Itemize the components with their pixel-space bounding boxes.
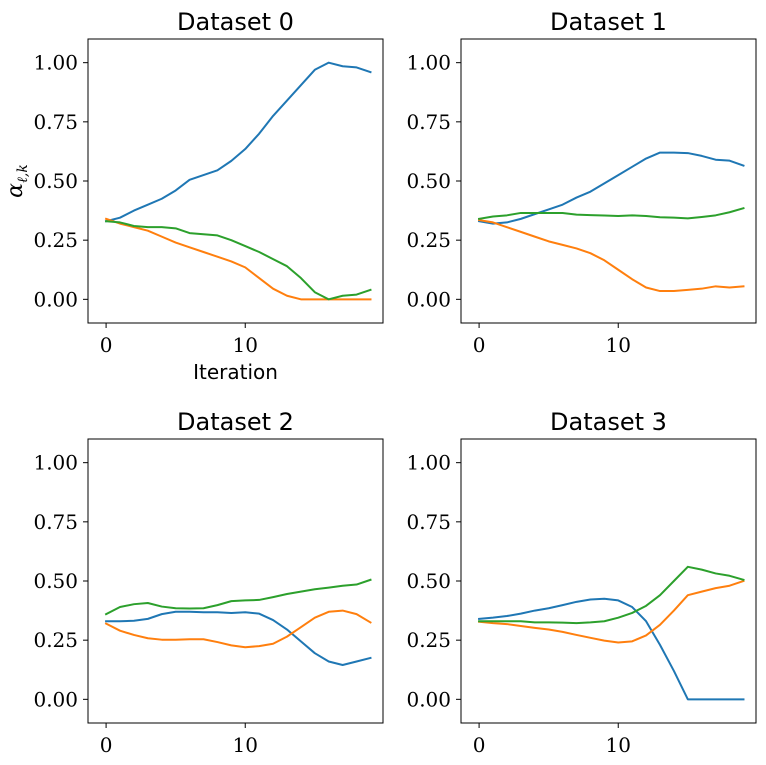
series-line-1 xyxy=(104,609,372,649)
y-tick-label: 0.50 xyxy=(406,569,451,593)
subplot-1: 0.00 0.25 0.50 0.75 1.00 0 10 Dataset 1 xyxy=(406,8,757,357)
y-axis-label: αℓ,k xyxy=(3,164,31,198)
x-tick-label: 0 xyxy=(473,733,486,757)
y-tick-label: 0.50 xyxy=(33,169,78,193)
chart-title: Dataset 0 xyxy=(177,8,294,36)
y-tick-label: 0.50 xyxy=(406,169,451,193)
y-tick-label: 0.25 xyxy=(33,228,78,252)
y-tick-label: 0.25 xyxy=(406,628,451,652)
series-line-2 xyxy=(478,565,745,625)
y-tick-label: 0.75 xyxy=(406,510,451,534)
y-tick-label: 0.00 xyxy=(406,287,451,311)
series-line-0 xyxy=(478,597,745,701)
y-tick-label: 1.00 xyxy=(406,451,451,475)
y-tick-label: 0.25 xyxy=(406,228,451,252)
series-line-2 xyxy=(105,220,372,301)
y-tick-label: 0.75 xyxy=(33,510,78,534)
y-tick-label: 0.50 xyxy=(33,569,78,593)
x-tick-label: 10 xyxy=(606,733,631,757)
y-tick-label: 0.75 xyxy=(406,110,451,134)
chart-title: Dataset 1 xyxy=(550,8,667,36)
y-tick-label: 0.00 xyxy=(406,687,451,711)
series-line-0 xyxy=(477,151,745,225)
panels: 0.00 0.25 0.50 0.75 1.00 0 10 Dataset 0 Iteratio… xyxy=(3,8,757,757)
x-tick-label: 10 xyxy=(606,333,631,357)
chart-title: Dataset 3 xyxy=(550,408,667,436)
y-tick-label: 0.00 xyxy=(33,287,78,311)
y-tick-label: 1.00 xyxy=(33,451,78,475)
x-tick-label: 0 xyxy=(473,333,486,357)
x-tick-label: 0 xyxy=(100,333,113,357)
subplot-2: 0.00 0.25 0.50 0.75 1.00 0 10 Dataset 2 xyxy=(33,408,384,757)
x-axis-label: Iteration xyxy=(193,360,278,384)
series-line-2 xyxy=(104,578,372,616)
y-tick-label: 0.75 xyxy=(33,110,78,134)
chart-title: Dataset 2 xyxy=(177,408,294,436)
series-line-0 xyxy=(105,610,372,667)
subplot-0: 0.00 0.25 0.50 0.75 1.00 0 10 Dataset 0 Iteratio… xyxy=(3,8,384,384)
x-tick-label: 0 xyxy=(100,733,113,757)
y-tick-label: 0.25 xyxy=(33,628,78,652)
series-line-1 xyxy=(477,218,745,293)
series-line-2 xyxy=(477,206,745,221)
series-line-0 xyxy=(104,61,372,223)
series-line-1 xyxy=(477,579,745,644)
y-tick-label: 1.00 xyxy=(33,51,78,75)
x-tick-label: 10 xyxy=(233,333,258,357)
y-tick-label: 1.00 xyxy=(406,51,451,75)
series-line-1 xyxy=(104,217,372,301)
y-tick-label: 0.00 xyxy=(33,687,78,711)
subplot-3: 0.00 0.25 0.50 0.75 1.00 0 10 Dataset 3 xyxy=(406,408,757,757)
x-tick-label: 10 xyxy=(233,733,258,757)
